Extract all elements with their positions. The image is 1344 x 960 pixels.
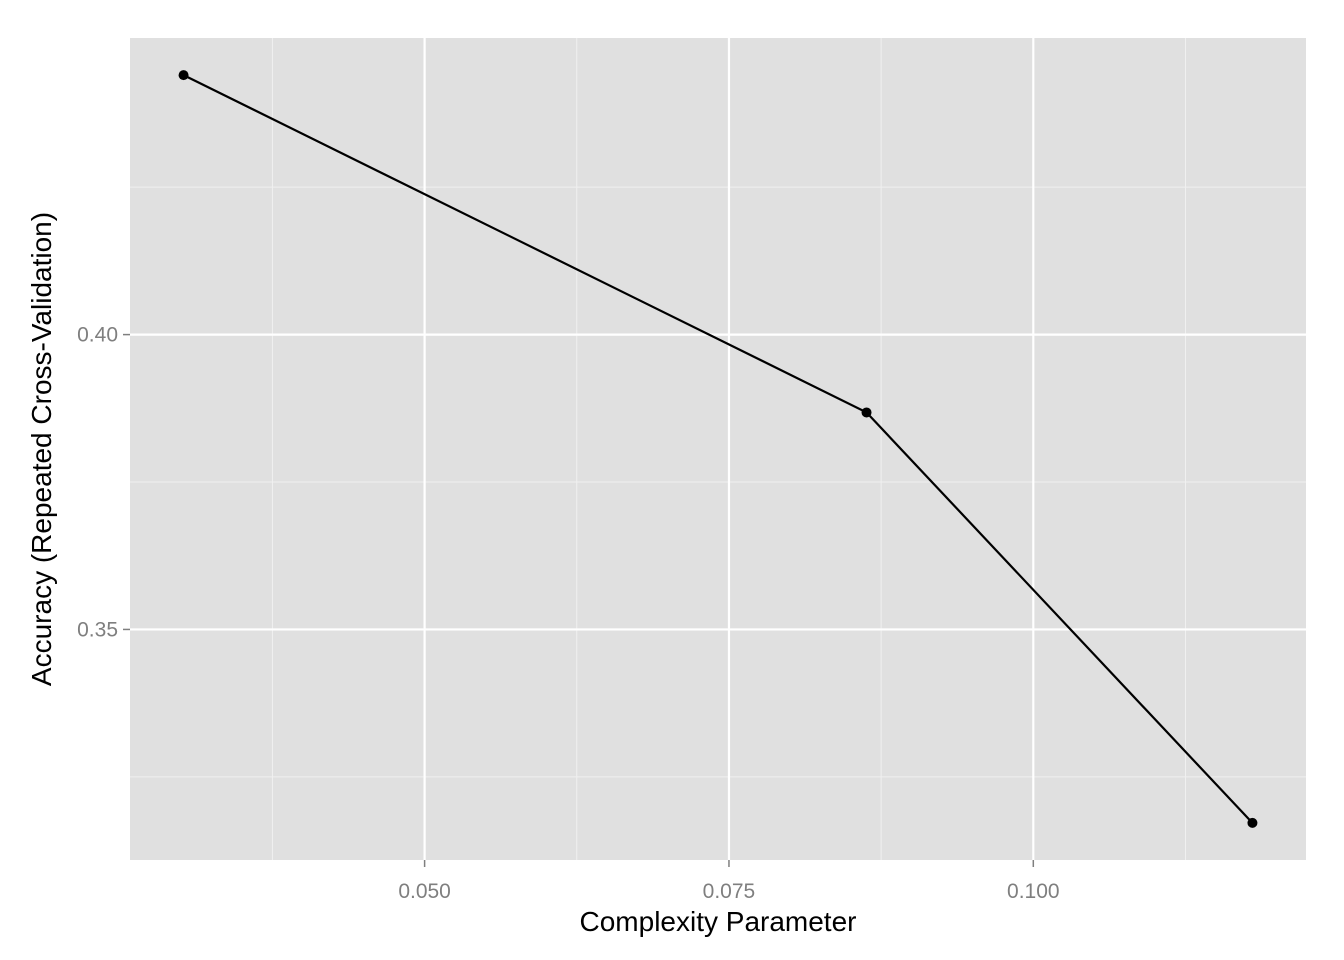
- x-axis-title: Complexity Parameter: [580, 906, 857, 937]
- y-axis-title: Accuracy (Repeated Cross-Validation): [26, 212, 57, 686]
- x-axis: 0.050 0.075 0.100: [398, 860, 1060, 903]
- x-tick-label: 0.050: [398, 880, 451, 903]
- x-tick-label: 0.075: [703, 880, 756, 903]
- series-layer: [178, 70, 1258, 828]
- data-point: [861, 407, 872, 418]
- major-gridlines: [130, 38, 1306, 860]
- y-tick-label: 0.35: [77, 618, 118, 641]
- minor-gridlines: [130, 38, 1306, 860]
- x-tick-label: 0.100: [1007, 880, 1060, 903]
- y-axis: 0.35 0.40: [77, 324, 130, 641]
- data-point: [178, 70, 189, 81]
- y-tick-label: 0.40: [77, 324, 118, 347]
- data-point: [1247, 817, 1258, 828]
- plot-panel: [130, 38, 1306, 860]
